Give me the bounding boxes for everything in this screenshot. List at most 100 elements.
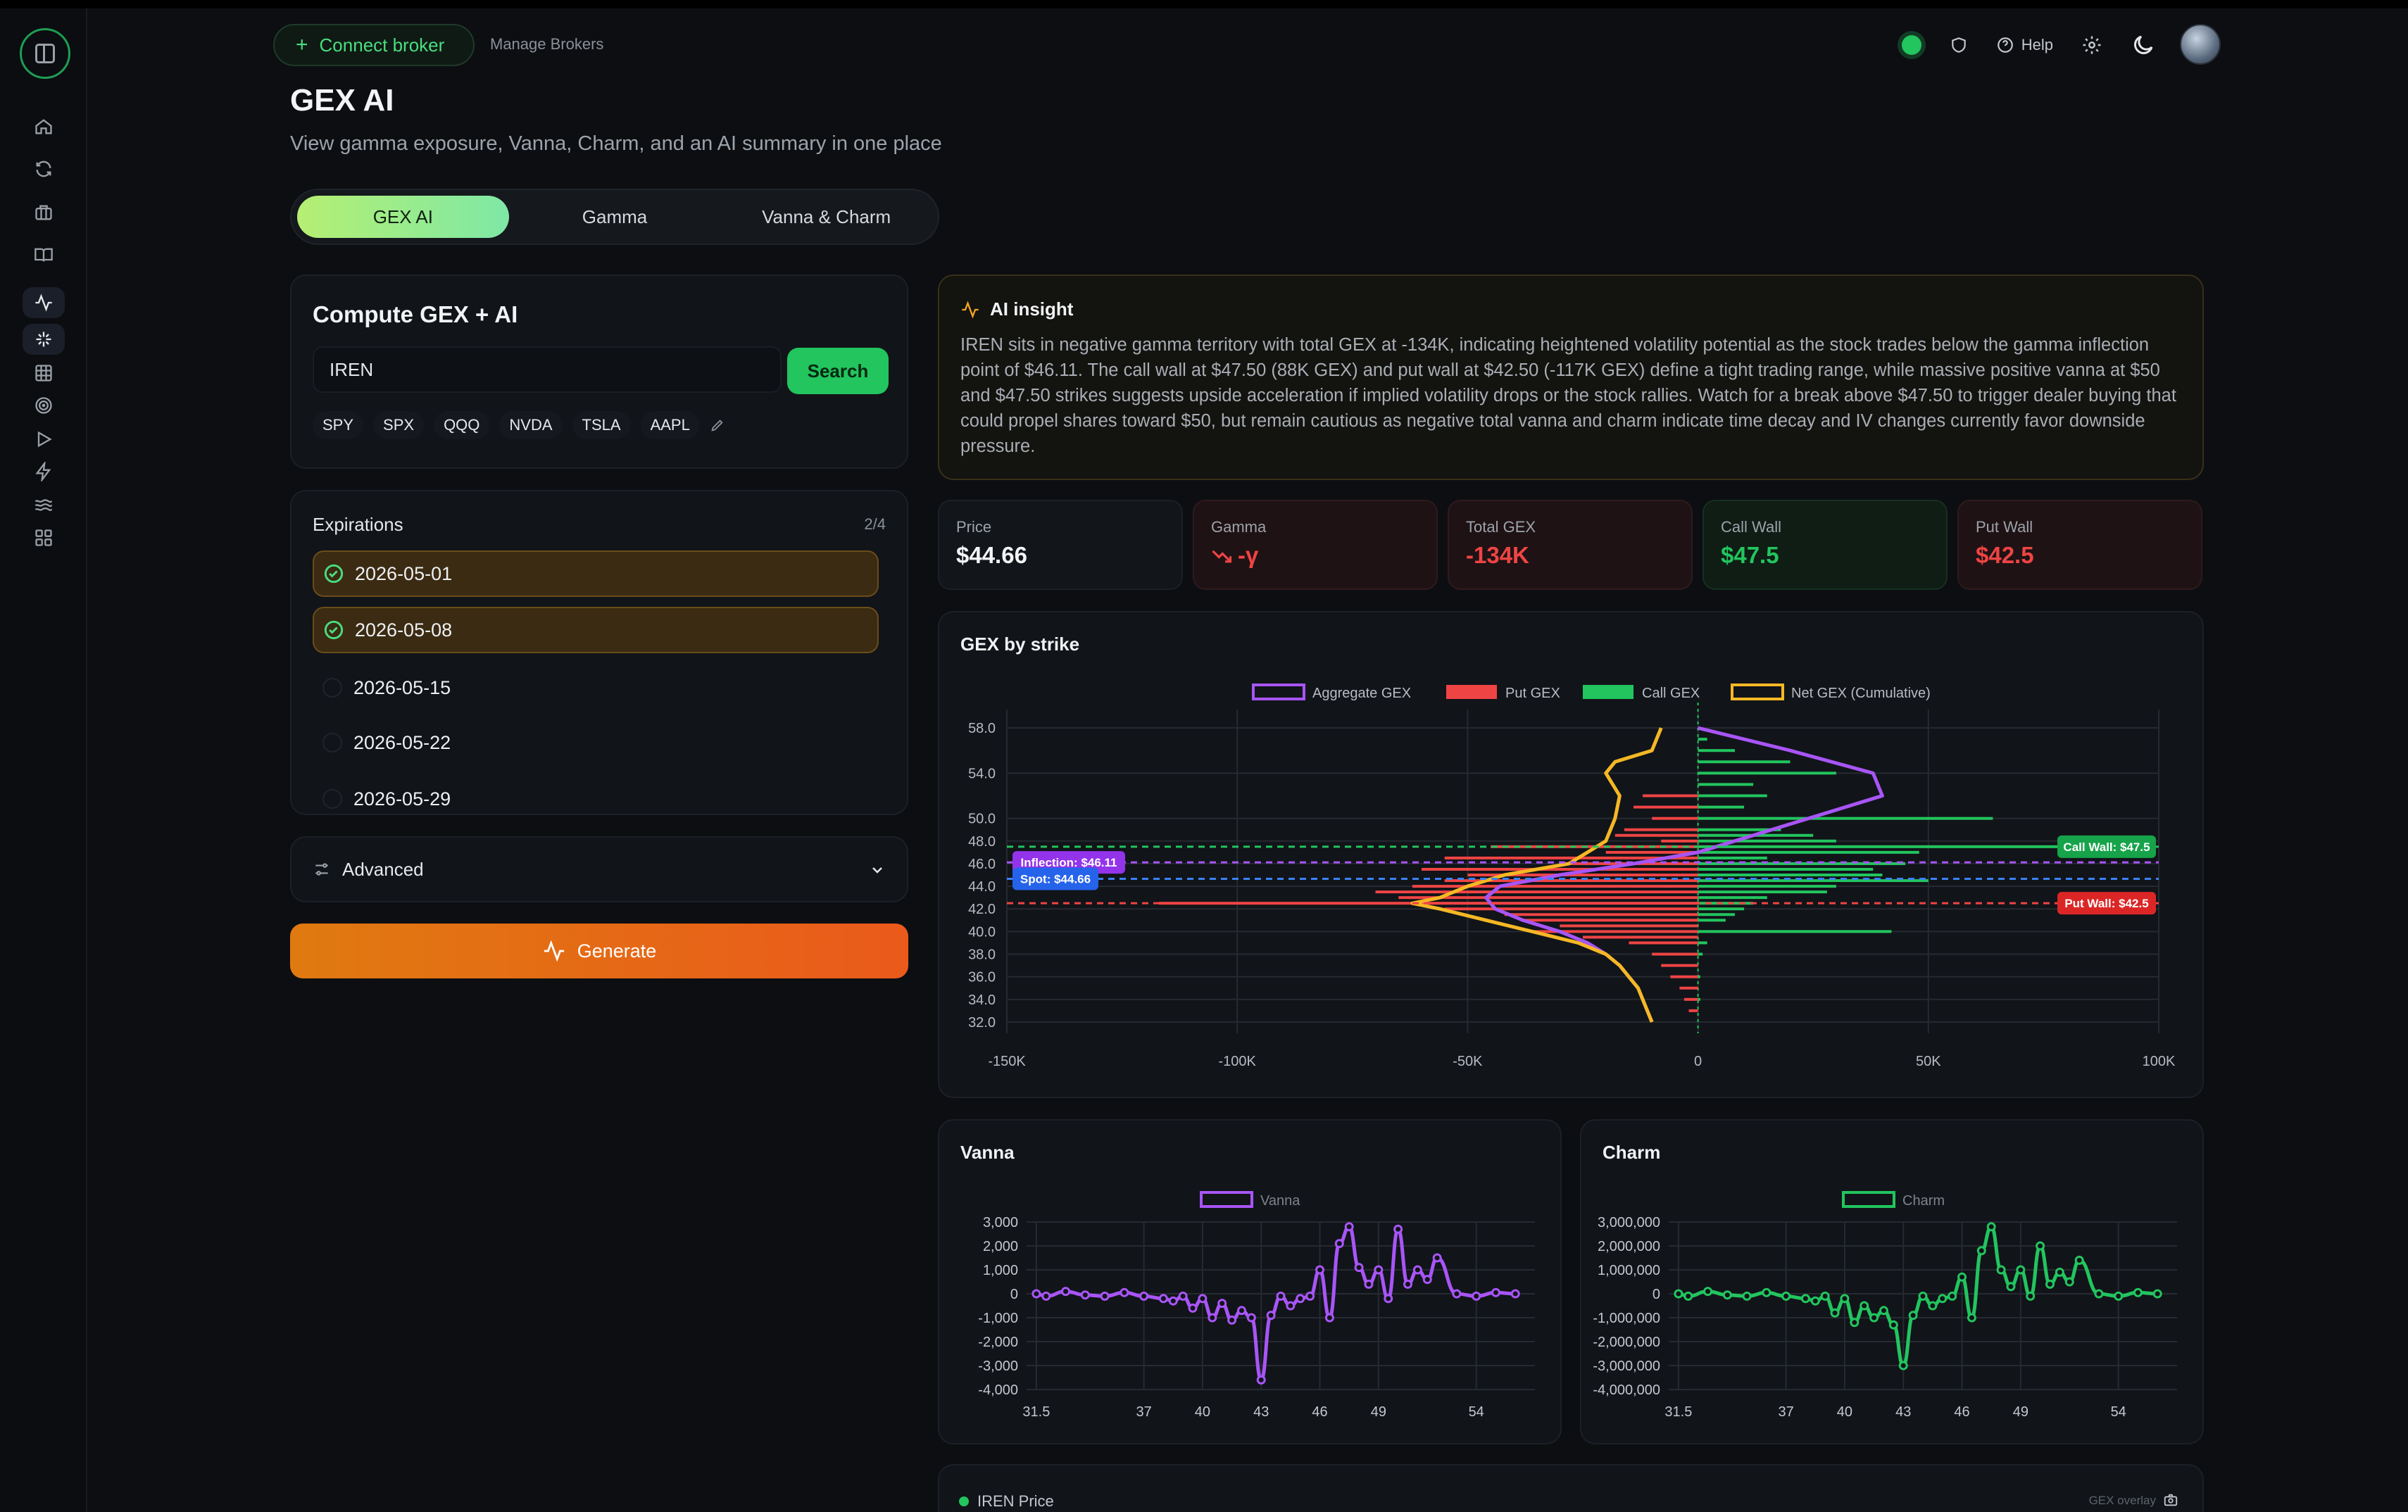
sidebar-item-apps[interactable]	[23, 522, 65, 553]
x-tick-label: 31.5	[1664, 1404, 1692, 1420]
ai-insight-panel: AI insight IREN sits in negative gamma t…	[938, 275, 2204, 480]
sidebar-item-flow[interactable]	[23, 490, 65, 521]
search-button[interactable]: Search	[787, 348, 889, 394]
call-bar	[1698, 817, 1993, 820]
put-bar	[1683, 997, 1698, 1001]
put-bar	[1629, 941, 1698, 945]
sidebar-toggle-button[interactable]	[20, 28, 70, 79]
chip-spx[interactable]: SPX	[373, 411, 425, 439]
sidebar-item-journal[interactable]	[23, 239, 65, 270]
data-point	[1031, 1289, 1041, 1299]
gex-overlay-label[interactable]: GEX overlay	[2088, 1494, 2156, 1507]
data-point	[1080, 1290, 1090, 1300]
series-line	[1036, 1225, 1516, 1382]
sidebar-item-portfolio[interactable]	[23, 197, 65, 228]
stat-gamma: Gamma -γ	[1193, 500, 1438, 590]
advanced-toggle[interactable]: Advanced	[290, 836, 908, 902]
data-point	[1246, 1313, 1256, 1323]
x-tick-label: -50K	[1453, 1054, 1483, 1069]
data-point	[1266, 1311, 1276, 1321]
chip-nvda[interactable]: NVDA	[499, 411, 563, 439]
data-point	[1976, 1246, 1986, 1256]
data-point	[1860, 1301, 1869, 1311]
sidebar-item-target[interactable]	[23, 390, 65, 421]
tab-gamma[interactable]: Gamma	[582, 206, 648, 227]
sidebar-item-activity[interactable]	[23, 287, 65, 318]
x-tick-label: 46	[1954, 1404, 1969, 1420]
x-tick-label: 46	[1312, 1404, 1327, 1420]
data-point	[1354, 1263, 1364, 1273]
symbol-input[interactable]: IREN	[313, 346, 782, 393]
call-bar	[1698, 879, 1929, 883]
chip-spy[interactable]: SPY	[313, 411, 364, 439]
data-point	[2055, 1267, 2064, 1277]
sidebar	[0, 8, 87, 1512]
data-point	[1286, 1301, 1296, 1311]
sidebar-item-gex-ai[interactable]	[23, 324, 65, 355]
vanna-chart-panel: Vanna Vanna 3,000 2,000 1,000 0 -1,000 -2,000 -…	[938, 1119, 1562, 1444]
y-tick-label: 32.0	[968, 1015, 996, 1031]
moon-icon[interactable]	[2131, 32, 2156, 58]
expiration-item[interactable]: 2026-05-15	[313, 664, 879, 711]
call-bar	[1698, 941, 1707, 945]
price-label: IREN Price	[977, 1492, 1054, 1510]
call-bar	[1698, 783, 1754, 786]
chip-aapl[interactable]: AAPL	[640, 411, 700, 439]
page-title: GEX AI	[290, 83, 394, 118]
compute-panel: Compute GEX + AI IREN Search SPY SPX QQQ…	[290, 275, 908, 469]
check-circle-icon	[324, 620, 344, 640]
gear-icon[interactable]	[2081, 34, 2102, 56]
generate-button[interactable]: Generate	[290, 924, 908, 978]
data-point	[1236, 1306, 1246, 1316]
data-point	[1041, 1291, 1051, 1301]
chip-qqq[interactable]: QQQ	[434, 411, 490, 439]
x-tick-label: 0	[1694, 1054, 1702, 1069]
y-tick-label: 44.0	[968, 879, 996, 895]
put-bar	[1652, 817, 1698, 820]
shield-icon[interactable]	[1950, 36, 1968, 54]
pencil-icon[interactable]	[710, 417, 725, 433]
expiration-item[interactable]: 2026-05-29	[313, 776, 879, 814]
y-tick-label: -4,000,000	[1593, 1382, 1660, 1398]
connect-broker-button[interactable]: + Connect broker	[273, 24, 475, 66]
y-tick-label: -2,000	[978, 1335, 1018, 1350]
manage-brokers-link[interactable]: Manage Brokers	[490, 35, 604, 53]
sidebar-item-home[interactable]	[23, 111, 65, 142]
ai-insight-text: IREN sits in negative gamma territory wi…	[960, 335, 2176, 456]
avatar[interactable]	[2180, 24, 2221, 65]
call-bar	[1698, 885, 1836, 888]
target-icon	[35, 397, 52, 414]
sidebar-item-refresh[interactable]	[23, 153, 65, 184]
chip-tsla[interactable]: TSLA	[572, 411, 631, 439]
y-tick-label: 38.0	[968, 947, 996, 963]
sidebar-item-flash[interactable]	[23, 456, 65, 487]
data-point	[1810, 1296, 1820, 1306]
expirations-label: Expirations	[313, 514, 403, 535]
x-tick-label: 31.5	[1022, 1404, 1050, 1420]
sparkle-icon	[36, 332, 51, 347]
tab-vanna-charm[interactable]: Vanna & Charm	[762, 206, 891, 227]
question-icon	[1997, 37, 2013, 53]
expiration-item[interactable]: 2026-05-08	[313, 607, 879, 653]
expiration-item[interactable]: 2026-05-01	[313, 550, 879, 597]
grid-icon	[35, 365, 52, 382]
data-point	[1452, 1289, 1462, 1299]
data-point	[1305, 1291, 1315, 1301]
y-tick-label: 58.0	[968, 721, 996, 736]
legend-label: Call GEX	[1642, 686, 1700, 701]
sidebar-item-play[interactable]	[23, 424, 65, 455]
y-tick-label: 2,000	[983, 1239, 1018, 1254]
expiration-date: 2026-05-15	[353, 676, 451, 698]
camera-icon[interactable]	[2163, 1492, 2178, 1508]
data-point	[1178, 1291, 1188, 1301]
sidebar-item-table[interactable]	[23, 358, 65, 389]
call-bar	[1698, 856, 1767, 859]
help-button[interactable]: Help	[1996, 36, 2053, 54]
x-tick-label: 50K	[1916, 1054, 1941, 1069]
tab-gex-ai[interactable]: GEX AI	[297, 196, 509, 238]
data-point	[1315, 1265, 1325, 1275]
put-bar	[1504, 913, 1698, 916]
call-bar	[1698, 850, 1919, 854]
expiration-item[interactable]: 2026-05-22	[313, 719, 879, 766]
legend-label: Vanna	[1260, 1193, 1300, 1209]
